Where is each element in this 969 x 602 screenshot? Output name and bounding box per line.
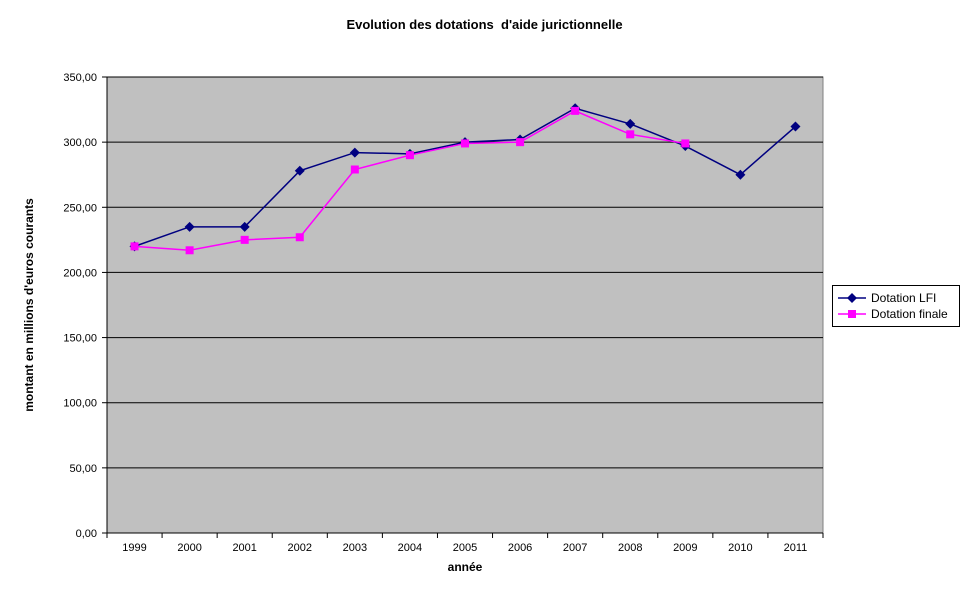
y-tick-label: 0,00 (76, 528, 97, 540)
x-tick-label: 2009 (673, 542, 697, 554)
x-tick-label: 2008 (618, 542, 642, 554)
data-point-square (295, 233, 304, 242)
data-point-diamond (239, 221, 250, 232)
data-point-diamond (625, 118, 636, 129)
y-tick-label: 50,00 (69, 463, 97, 475)
data-point-square (681, 139, 690, 148)
data-point-square (350, 165, 359, 174)
x-tick-label: 2004 (398, 542, 422, 554)
y-tick-label: 150,00 (63, 333, 97, 345)
data-point-square (626, 130, 635, 139)
x-tick-label: 2001 (232, 542, 256, 554)
data-point-diamond (294, 165, 305, 176)
x-tick-label: 2005 (453, 542, 477, 554)
legend-item-dotation-lfi: Dotation LFI (833, 291, 959, 305)
x-tick-label: 2003 (343, 542, 367, 554)
legend-item-dotation-finale: Dotation finale (833, 307, 959, 321)
y-tick-label: 350,00 (63, 72, 97, 84)
data-point-square (130, 242, 139, 251)
legend: Dotation LFI Dotation finale (832, 285, 960, 327)
legend-swatch-line-diamond-icon (838, 293, 866, 303)
data-point-square (240, 235, 249, 244)
data-point-square (571, 106, 580, 115)
x-tick-label: 2010 (728, 542, 752, 554)
data-point-square (516, 138, 525, 147)
data-point-diamond (735, 169, 746, 180)
y-tick-label: 200,00 (63, 267, 97, 279)
diamond-marker-icon (847, 293, 857, 303)
y-tick-label: 250,00 (63, 202, 97, 214)
x-tick-label: 2000 (177, 542, 201, 554)
chart-title: Evolution des dotations d'aide juriction… (346, 17, 623, 32)
data-point-diamond (790, 121, 801, 132)
y-tick-label: 300,00 (63, 137, 97, 149)
x-tick-label: 2002 (288, 542, 312, 554)
x-axis-title: année (447, 560, 483, 574)
square-marker-icon (848, 310, 856, 318)
x-tick-label: 1999 (122, 542, 146, 554)
legend-swatch-line-square-icon (838, 310, 866, 318)
data-point-diamond (349, 147, 360, 158)
x-tick-label: 2007 (563, 542, 587, 554)
legend-label: Dotation finale (871, 307, 948, 321)
data-point-square (405, 151, 414, 160)
data-point-square (185, 246, 194, 255)
y-tick-label: 100,00 (63, 398, 97, 410)
data-point-diamond (184, 221, 195, 232)
x-tick-label: 2006 (508, 542, 532, 554)
data-point-square (461, 139, 469, 148)
legend-label: Dotation LFI (871, 291, 937, 305)
x-tick-label: 2011 (784, 542, 808, 554)
